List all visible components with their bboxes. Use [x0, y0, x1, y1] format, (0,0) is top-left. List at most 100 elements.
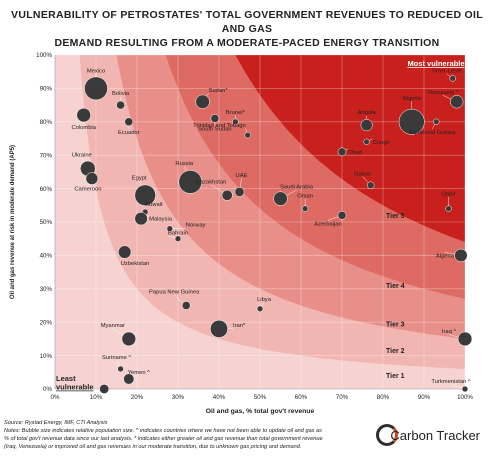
point-label: Bahrain	[168, 231, 188, 237]
bubble	[366, 181, 375, 190]
bubble	[117, 365, 124, 373]
bubble	[244, 131, 251, 139]
bubble	[337, 147, 347, 157]
tier-label-3: Tier 3	[386, 321, 405, 328]
x-tick-label: 80%	[377, 394, 390, 401]
point-label: Oman	[297, 194, 313, 200]
logo-ring-icon	[376, 424, 399, 446]
tier-bands	[55, 55, 465, 389]
point-label: Sudan*	[209, 88, 229, 94]
point-label: Malaysia	[149, 217, 173, 223]
y-tick-label: 60%	[40, 186, 53, 193]
point-label: Nigeria	[403, 96, 422, 102]
bubbles	[76, 75, 473, 394]
y-axis-label: Oil and gas revenue at risk in moderate …	[10, 145, 16, 299]
bubble	[398, 108, 425, 135]
footer-source: Source: Rystad Energy, IMF, CTI Analysis	[4, 420, 108, 426]
y-tick-label: 80%	[40, 119, 53, 126]
point-label: Brunei*	[226, 110, 246, 116]
bubble	[461, 385, 469, 393]
tier-label-1: Tier 1	[386, 373, 405, 380]
x-tick-label: 40%	[213, 394, 226, 401]
bubble	[166, 225, 173, 232]
bubble	[450, 95, 464, 109]
y-tick-label: 40%	[40, 253, 53, 260]
y-tick-label: 100%	[36, 52, 52, 59]
page-title: VULNERABILITY OF PETROSTATES' TOTAL GOVE…	[0, 8, 494, 50]
point-label: Yemen ^	[128, 370, 150, 376]
axes: 0% 10% 20% 30% 40% 50% 60% 70% 80% 90% 100% 0% 10% 20…	[36, 52, 473, 401]
point-label: Saudi Arabia	[280, 185, 314, 191]
bubble	[195, 94, 210, 109]
point-label: Congo	[373, 140, 390, 146]
bubble	[134, 212, 148, 226]
bubble	[123, 373, 135, 385]
footer-notes-2: % of total gov't revenue data since our …	[4, 436, 323, 442]
footer-notes-3: (Iraq, Venezuela) or improved oil and ga…	[4, 444, 302, 450]
point-label: Iraq ^	[442, 329, 457, 335]
bubble	[85, 172, 99, 185]
bubble	[121, 331, 137, 347]
bubble	[76, 107, 91, 123]
least-vulnerable-label: Least vulnerable	[56, 374, 94, 392]
point-label: Angola	[358, 110, 377, 116]
bubble	[124, 117, 134, 127]
y-tick-label: 20%	[40, 319, 53, 326]
carbon-tracker-logo: Carbon Tracker	[376, 424, 480, 446]
x-tick-label: 50%	[254, 394, 267, 401]
point-label: Venezuela ^	[427, 90, 459, 96]
point-label: Uzbekistan	[121, 261, 150, 267]
x-tick-label: 10%	[90, 394, 103, 401]
bubble	[433, 118, 440, 125]
y-tick-label: 70%	[40, 152, 53, 159]
y-tick-label: 10%	[40, 353, 53, 360]
footer-notes-1: Notes: Bubble size indicates relative po…	[4, 428, 322, 434]
y-tick-label: 30%	[40, 286, 53, 293]
point-label: Myanmar	[101, 323, 125, 329]
x-tick-label: 60%	[295, 394, 308, 401]
bubble	[118, 245, 132, 259]
point-label: Suriname ^	[102, 355, 131, 361]
bubble	[232, 118, 239, 125]
point-label: Timor-Leste	[431, 68, 462, 74]
point-label: Bolivia	[112, 91, 130, 97]
bubble	[301, 205, 309, 212]
x-tick-label: 0%	[51, 394, 60, 401]
logo-text: Carbon Tracker	[390, 427, 480, 443]
x-tick-label: 30%	[172, 394, 185, 401]
point-label: Libya	[257, 297, 272, 303]
bubble	[454, 248, 468, 263]
point-label: Cameroon	[74, 187, 101, 193]
point-label: Trinidad and Tobago	[193, 123, 246, 129]
point-label: Norway	[186, 223, 206, 229]
bubble	[445, 205, 452, 212]
bubble	[273, 191, 288, 206]
y-tick-label: 50%	[40, 219, 53, 226]
x-tick-label: 100%	[457, 394, 473, 401]
bubble	[134, 184, 156, 206]
least-vulnerable-line1: Least	[56, 374, 76, 383]
x-tick-label: 70%	[336, 394, 349, 401]
y-tick-label: 0%	[43, 386, 52, 393]
point-label: UAE	[236, 173, 248, 179]
point-label: Colombia	[71, 125, 96, 131]
x-axis-label: Oil and gas, % total gov't revenue	[206, 408, 315, 415]
tier-label-5: Tier 5	[386, 213, 405, 220]
point-label: Ecuador	[118, 130, 140, 136]
title-line-2: DEMAND RESULTING FROM A MODERATE-PACED E…	[54, 37, 440, 49]
point-label: Egypt	[132, 175, 147, 181]
title-line-1: VULNERABILITY OF PETROSTATES' TOTAL GOVE…	[11, 9, 483, 35]
bubble	[116, 100, 125, 110]
most-vulnerable-label: Most vulnerable	[407, 59, 464, 68]
bubble	[181, 301, 191, 310]
tier-labels: Tier 1 Tier 2 Tier 3 Tier 4 Tier 5	[386, 213, 405, 380]
x-tick-label: 20%	[131, 394, 144, 401]
tier-label-4: Tier 4	[386, 283, 405, 290]
tier-band-5	[235, 55, 465, 242]
bubble	[234, 187, 245, 197]
bubble	[178, 170, 203, 194]
point-label: Turkmenistan ^	[431, 379, 471, 385]
bubble	[360, 119, 373, 132]
point-label: Iran*	[233, 323, 246, 329]
